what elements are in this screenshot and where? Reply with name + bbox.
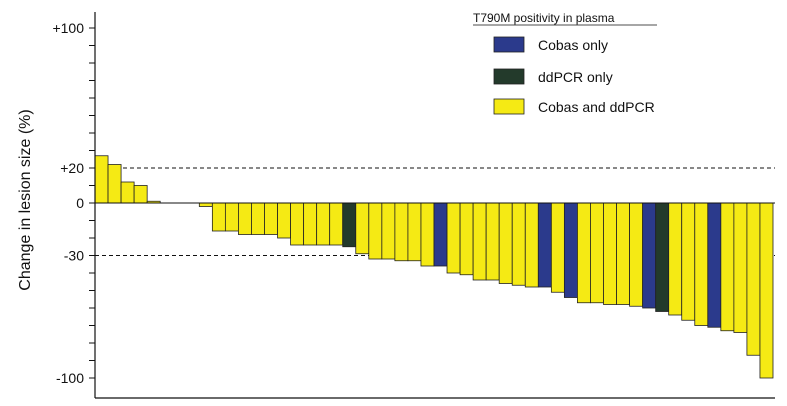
bar-both <box>211 202 226 232</box>
bar-both <box>524 202 539 288</box>
bar-both <box>224 202 239 232</box>
bar-both <box>511 202 526 286</box>
bar-both <box>485 202 500 281</box>
bar-both <box>264 202 278 235</box>
bar-both <box>407 202 422 262</box>
bar-both <box>733 202 748 333</box>
legend-title: T790M positivity in plasma <box>473 11 615 25</box>
bar-both <box>472 202 487 281</box>
bar-both <box>681 202 696 321</box>
bar-both <box>694 202 709 326</box>
bar-both <box>759 202 774 379</box>
legend-label-ddpcr: ddPCR only <box>538 69 613 85</box>
bar-both <box>446 202 461 274</box>
bar-both <box>498 202 513 284</box>
bar-both <box>550 202 565 293</box>
bar-both <box>590 202 604 304</box>
bar-both <box>577 202 591 304</box>
bar-both <box>746 202 761 356</box>
bar-both <box>420 202 435 267</box>
bar-cobas <box>563 202 578 298</box>
bar-both <box>120 181 135 204</box>
bar-ddpcr <box>655 202 670 312</box>
bar-cobas <box>537 202 552 288</box>
legend: T790M positivity in plasma Cobas only ddP… <box>473 11 657 115</box>
bar-ddpcr <box>342 202 357 248</box>
bar-cobas <box>642 202 657 309</box>
bar-both <box>603 202 617 305</box>
y-tick-labels: +100 +20 0 -30 -100 <box>52 20 84 386</box>
bar-both <box>629 202 644 307</box>
bar-both <box>668 202 683 316</box>
legend-swatch-ddpcr <box>493 68 525 85</box>
bar-both <box>394 202 409 262</box>
bar-both <box>198 202 213 207</box>
y-axis-label: Change in lesion size (%) <box>17 109 34 290</box>
y-ticks <box>89 27 95 379</box>
bar-both <box>616 202 630 305</box>
bar-both <box>277 202 291 239</box>
bar-both <box>94 155 109 204</box>
bar-both <box>251 202 265 235</box>
axes <box>94 12 775 399</box>
bar-cobas <box>707 202 722 328</box>
y-tick-label: +20 <box>60 160 84 176</box>
bars-group <box>94 155 774 379</box>
legend-swatch-cobas <box>493 36 525 53</box>
bar-both <box>238 202 252 235</box>
bar-both <box>459 202 474 276</box>
legend-label-both: Cobas and ddPCR <box>538 99 655 115</box>
bar-both <box>107 164 122 204</box>
bar-both <box>368 202 383 260</box>
bar-both <box>355 202 370 255</box>
y-tick-label: +100 <box>52 20 84 36</box>
bar-both <box>133 185 148 204</box>
bar-both <box>329 202 344 246</box>
legend-entries: Cobas only ddPCR only Cobas and ddPCR <box>493 36 655 115</box>
bar-both <box>290 202 305 246</box>
bar-cobas <box>433 202 448 267</box>
bar-both <box>303 202 318 246</box>
y-tick-label: -30 <box>64 248 84 264</box>
legend-label-cobas: Cobas only <box>538 37 608 53</box>
legend-swatch-both <box>493 98 525 115</box>
bar-both <box>316 202 331 246</box>
y-tick-label: 0 <box>76 195 84 211</box>
bar-both <box>720 202 735 332</box>
bar-both <box>381 202 396 260</box>
y-tick-label: -100 <box>56 370 84 386</box>
